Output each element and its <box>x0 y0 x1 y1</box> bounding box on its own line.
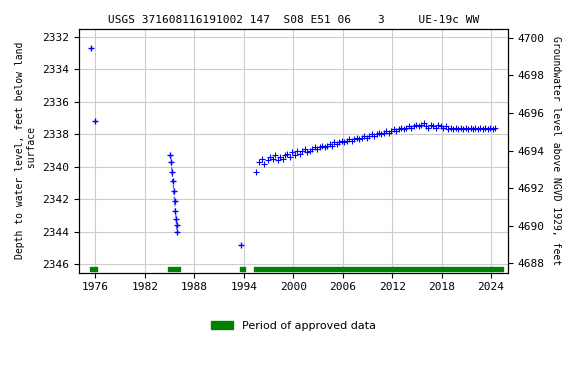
Y-axis label: Groundwater level above NGVD 1929, feet: Groundwater level above NGVD 1929, feet <box>551 36 561 265</box>
Title: USGS 371608116191002 147  S08 E51 06    3     UE-19c WW: USGS 371608116191002 147 S08 E51 06 3 UE… <box>108 15 479 25</box>
Legend: Period of approved data: Period of approved data <box>206 316 380 335</box>
Y-axis label: Depth to water level, feet below land
 surface: Depth to water level, feet below land su… <box>15 42 37 259</box>
